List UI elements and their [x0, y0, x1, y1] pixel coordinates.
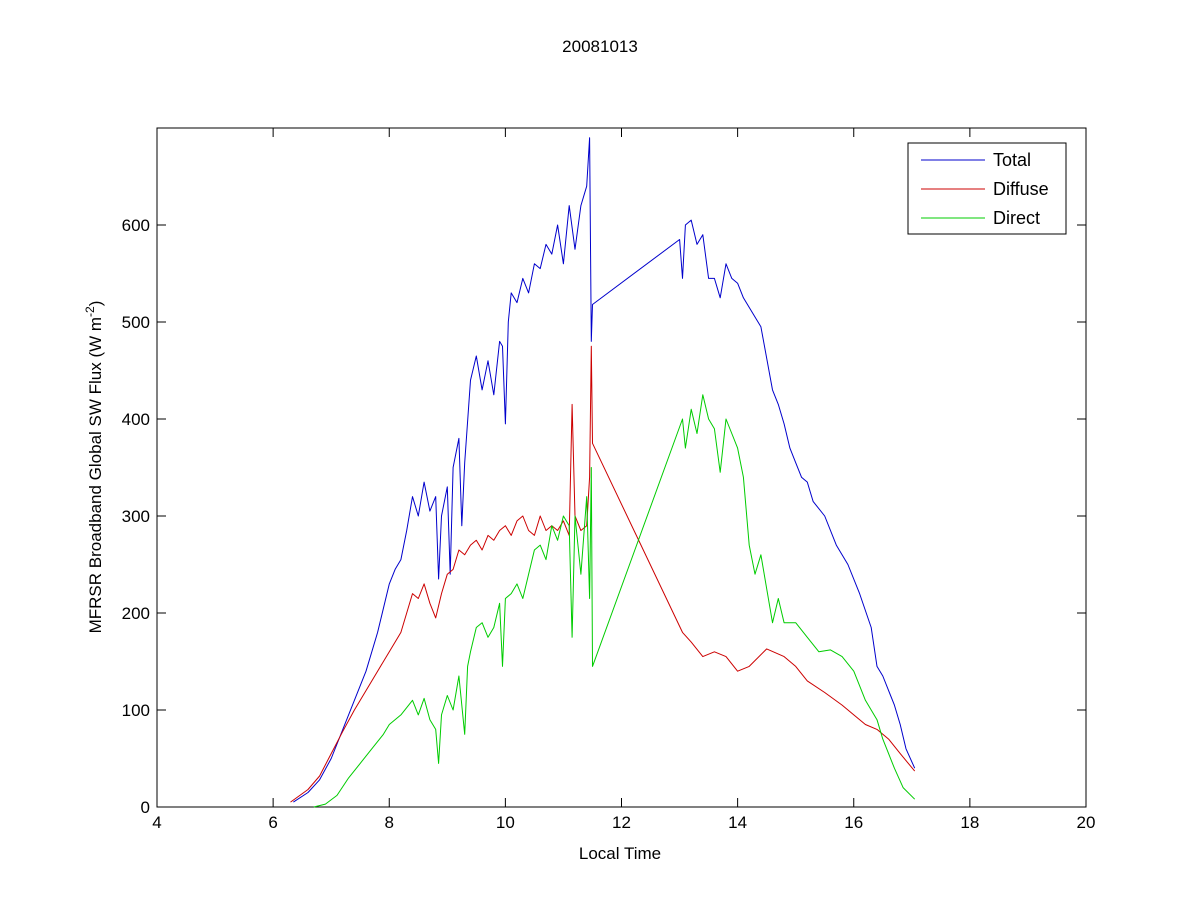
y-tick-label: 400: [122, 410, 150, 429]
legend-label-direct: Direct: [993, 208, 1040, 228]
series-line-direct: [313, 394, 916, 808]
x-axis-label: Local Time: [579, 844, 661, 863]
y-tick-label: 300: [122, 507, 150, 526]
y-axis-label-exponent: -2: [83, 306, 97, 317]
y-tick-label: 0: [141, 798, 150, 817]
y-tick-label: 100: [122, 701, 150, 720]
y-tick-label: 600: [122, 216, 150, 235]
x-tick-label: 12: [612, 813, 631, 832]
chart-title: 20081013: [562, 37, 638, 56]
y-axis-label-close: ): [86, 301, 105, 307]
x-tick-label: 6: [268, 813, 277, 832]
y-axis-label-main: MFRSR Broadband Global SW Flux (W m: [86, 317, 105, 633]
legend-label-diffuse: Diffuse: [993, 179, 1049, 199]
y-tick-label: 500: [122, 313, 150, 332]
x-tick-label: 4: [152, 813, 161, 832]
axes-frame: [156, 127, 1087, 808]
legend-label-total: Total: [993, 150, 1031, 170]
legend: Total Diffuse Direct: [907, 142, 1067, 235]
series-line-diffuse: [290, 345, 916, 803]
x-tick-label: 18: [960, 813, 979, 832]
series-lines: [290, 137, 916, 808]
y-tick-label: 200: [122, 604, 150, 623]
y-axis-label: MFRSR Broadband Global SW Flux (W m-2): [83, 301, 105, 634]
series-line-total: [293, 137, 916, 803]
x-tick-label: 16: [844, 813, 863, 832]
x-tick-label: 8: [385, 813, 394, 832]
x-tick-label: 20: [1077, 813, 1096, 832]
plot-area: [156, 127, 1087, 808]
x-tick-label: 14: [728, 813, 747, 832]
x-tick-label: 10: [496, 813, 515, 832]
